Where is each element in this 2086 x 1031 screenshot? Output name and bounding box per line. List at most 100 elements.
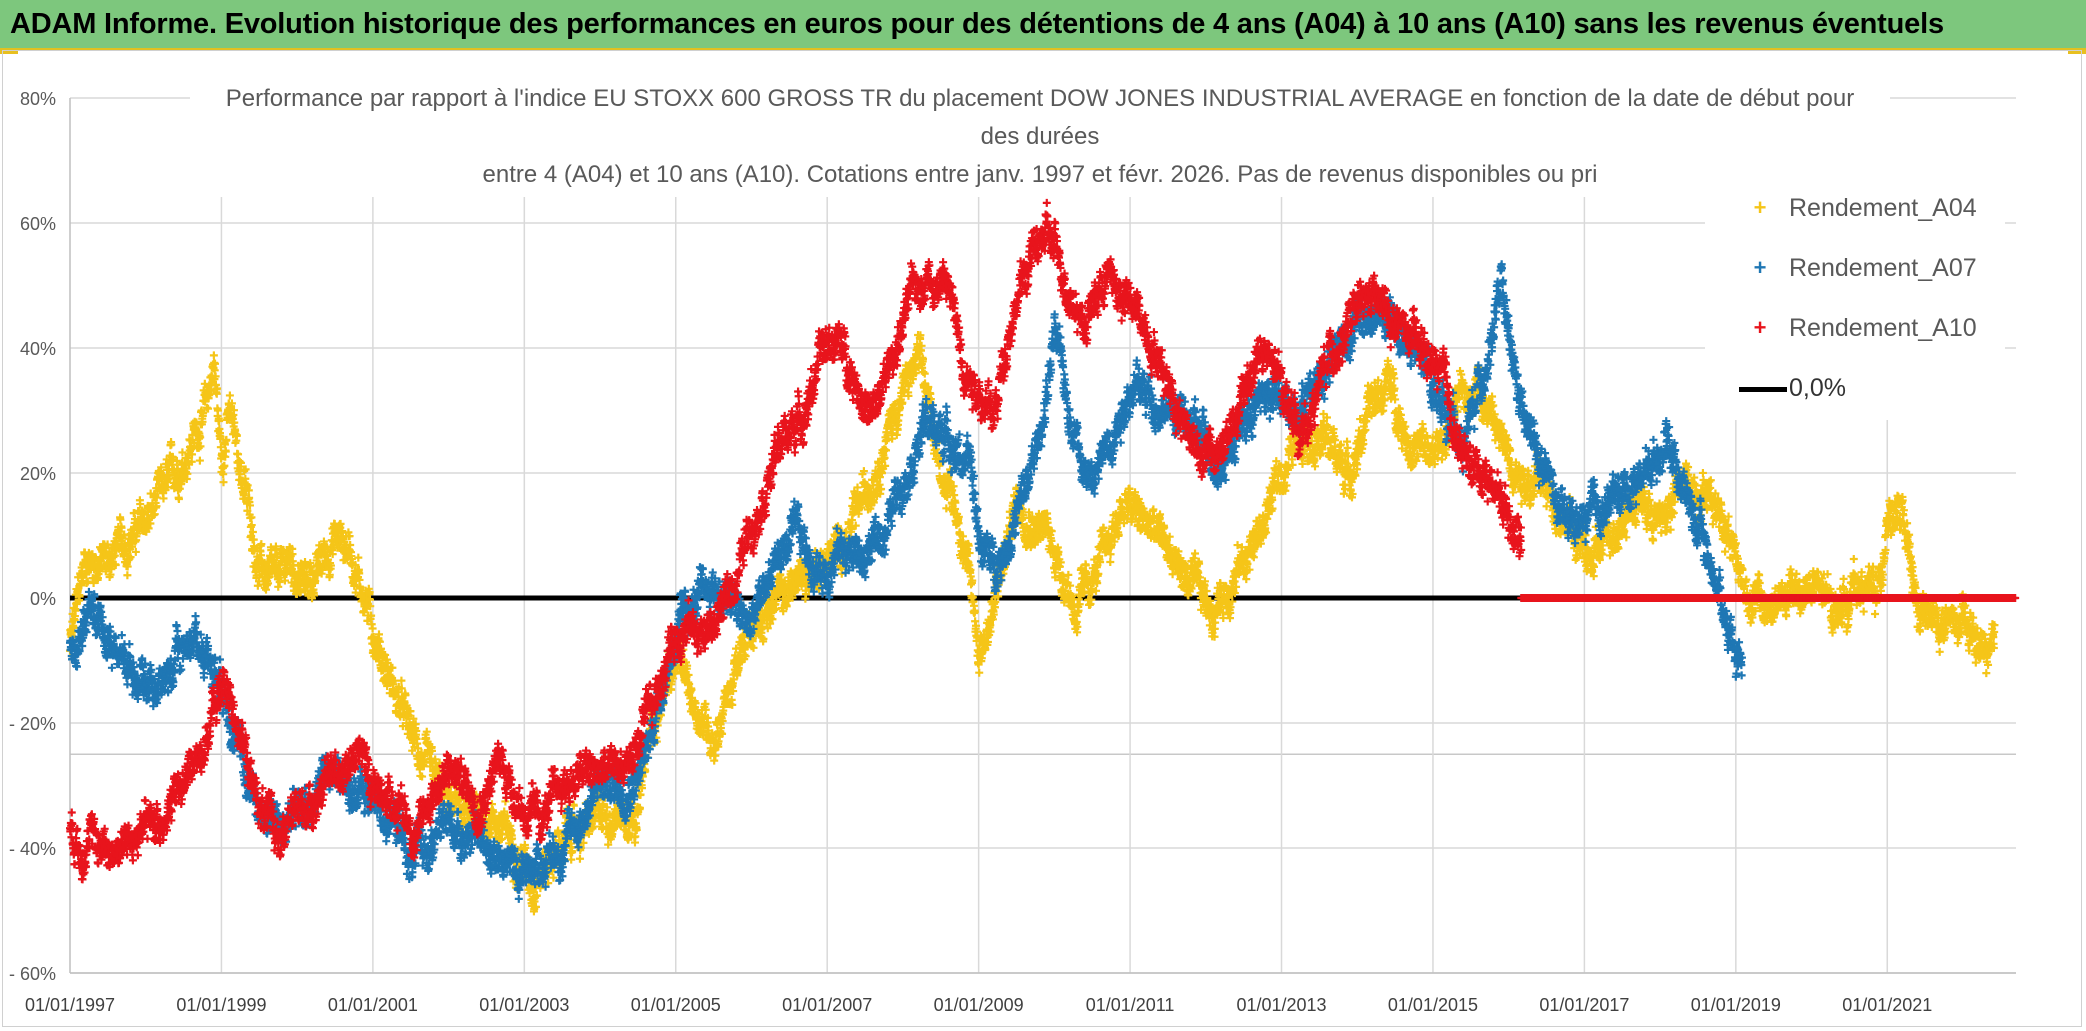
- y-tick-label: - 20%: [9, 714, 56, 734]
- data-point: [257, 540, 266, 549]
- x-tick-label: 01/01/2011: [1086, 995, 1175, 1015]
- chart-frame: [2, 50, 2082, 1027]
- y-tick-label: 80%: [20, 89, 56, 109]
- banner-title: ADAM Informe. Evolution historique des p…: [10, 8, 1944, 40]
- data-point: [75, 592, 84, 601]
- data-point: [196, 433, 205, 442]
- x-tick-label: 01/01/2005: [631, 995, 721, 1015]
- data-point: [195, 456, 204, 465]
- data-point: [244, 486, 253, 495]
- data-point: [69, 623, 78, 632]
- x-tick-label: 01/01/2019: [1691, 995, 1781, 1015]
- corner-mark-left: [0, 50, 18, 54]
- data-point: [232, 431, 241, 440]
- data-point: [126, 553, 135, 562]
- y-axis-tick-labels: 80%60%40%20%0%- 20%- 40%- 60%: [9, 89, 56, 984]
- data-point: [175, 484, 184, 493]
- data-point: [183, 469, 192, 478]
- y-tick-label: - 40%: [9, 839, 56, 859]
- data-point: [144, 524, 153, 533]
- data-point: [82, 578, 91, 587]
- data-point: [220, 461, 229, 470]
- data-point: [159, 494, 168, 503]
- data-point: [209, 351, 218, 360]
- y-tick-label: 60%: [20, 214, 56, 234]
- x-tick-label: 01/01/2001: [328, 995, 418, 1015]
- data-point: [111, 561, 120, 570]
- data-point: [222, 435, 231, 444]
- data-point: [221, 447, 230, 456]
- x-tick-label: 01/01/2021: [1842, 995, 1932, 1015]
- data-point: [167, 440, 176, 449]
- data-point: [260, 558, 269, 567]
- header-banner: ADAM Informe. Evolution historique des p…: [0, 0, 2086, 50]
- data-point: [225, 391, 234, 400]
- x-tick-label: 01/01/2015: [1388, 995, 1478, 1015]
- data-point: [211, 359, 220, 368]
- data-point: [146, 519, 155, 528]
- data-point: [157, 463, 166, 472]
- data-point: [975, 668, 984, 677]
- y-tick-label: 40%: [20, 339, 56, 359]
- data-point: [1064, 570, 1073, 579]
- data-point: [204, 404, 213, 413]
- data-point: [970, 607, 979, 616]
- data-point: [216, 432, 225, 441]
- data-point: [229, 406, 238, 415]
- data-point: [243, 481, 252, 490]
- data-point: [213, 384, 222, 393]
- data-point: [368, 624, 377, 633]
- data-point: [245, 501, 254, 510]
- data-point: [253, 581, 262, 590]
- data-point: [213, 406, 222, 415]
- data-point: [919, 368, 928, 377]
- data-point: [215, 417, 224, 426]
- data-point: [89, 579, 98, 588]
- data-point: [216, 443, 225, 452]
- data-point: [174, 494, 183, 503]
- data-point: [83, 577, 92, 586]
- corner-mark-right: [2068, 50, 2086, 54]
- data-point: [131, 547, 140, 556]
- data-point: [567, 855, 576, 864]
- data-point: [234, 450, 243, 459]
- data-point: [152, 502, 161, 511]
- data-point: [116, 515, 125, 524]
- x-tick-label: 01/01/2009: [934, 995, 1024, 1015]
- data-point: [196, 442, 205, 451]
- data-point: [1106, 558, 1115, 567]
- data-point: [1191, 549, 1200, 558]
- x-tick-label: 01/01/2017: [1539, 995, 1629, 1015]
- data-point: [109, 553, 118, 562]
- data-point: [219, 470, 228, 479]
- data-point: [575, 854, 584, 863]
- x-tick-label: 01/01/2013: [1236, 995, 1326, 1015]
- data-point: [71, 606, 80, 615]
- x-tick-label: 01/01/1997: [25, 995, 115, 1015]
- data-point: [354, 553, 363, 562]
- data-point: [187, 457, 196, 466]
- x-axis-tick-labels: 01/01/1997 01/01/1999 01/01/2001 01/01/2003…: [25, 995, 1932, 1015]
- data-point: [247, 513, 256, 522]
- data-point: [169, 455, 178, 464]
- data-point: [219, 478, 228, 487]
- data-point: [247, 521, 256, 530]
- data-point: [123, 571, 132, 580]
- x-tick-label: 01/01/1999: [176, 995, 266, 1015]
- data-point: [236, 458, 245, 467]
- data-point: [274, 582, 283, 591]
- data-point: [199, 409, 208, 418]
- data-point: [163, 483, 172, 492]
- data-point: [136, 500, 145, 509]
- x-tick-label: 01/01/2007: [782, 995, 872, 1015]
- data-point: [178, 448, 187, 457]
- data-point: [73, 586, 82, 595]
- data-point: [241, 465, 250, 474]
- data-point: [227, 399, 236, 408]
- data-point: [230, 418, 239, 427]
- data-point: [150, 510, 159, 519]
- y-tick-label: - 60%: [9, 964, 56, 984]
- data-point: [248, 528, 257, 537]
- data-point: [211, 372, 220, 381]
